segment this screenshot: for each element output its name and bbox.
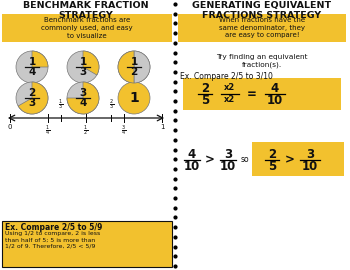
Circle shape <box>67 51 99 83</box>
FancyBboxPatch shape <box>2 14 172 42</box>
Text: =: = <box>247 87 257 100</box>
FancyBboxPatch shape <box>178 14 346 42</box>
Text: x2: x2 <box>224 83 236 93</box>
Text: 3: 3 <box>224 147 232 160</box>
Text: 10: 10 <box>184 160 200 173</box>
Text: 2: 2 <box>268 147 276 160</box>
Text: 1: 1 <box>79 57 87 67</box>
Text: 4: 4 <box>188 147 196 160</box>
Text: 2: 2 <box>201 82 209 94</box>
Circle shape <box>118 51 150 83</box>
Wedge shape <box>32 51 48 67</box>
Text: 1: 1 <box>129 91 139 105</box>
Text: 3: 3 <box>79 67 87 77</box>
Text: Ex. Compare 2/5 to 3/10: Ex. Compare 2/5 to 3/10 <box>180 72 273 81</box>
Wedge shape <box>134 51 150 83</box>
Text: x2: x2 <box>224 96 236 104</box>
Text: 5: 5 <box>201 93 209 106</box>
Text: Benchmark fractions are
commonly used, and easy
to visualize: Benchmark fractions are commonly used, a… <box>41 18 133 39</box>
Circle shape <box>16 82 48 114</box>
Text: GENERATING EQUIVALENT
FRACTIONS STRATEGY: GENERATING EQUIVALENT FRACTIONS STRATEGY <box>193 1 331 21</box>
Text: Ex. Compare 2/5 to 5/9: Ex. Compare 2/5 to 5/9 <box>5 223 102 232</box>
Text: 2: 2 <box>28 88 36 98</box>
Text: 10: 10 <box>302 160 318 173</box>
Text: >: > <box>205 154 215 167</box>
Text: 4: 4 <box>79 98 87 108</box>
Text: 4: 4 <box>271 82 279 94</box>
Text: 0: 0 <box>8 124 12 130</box>
Text: 1: 1 <box>130 57 138 67</box>
Text: BENCHMARK FRACTION
STRATEGY: BENCHMARK FRACTION STRATEGY <box>23 1 149 21</box>
Text: $\frac{1}{3}$: $\frac{1}{3}$ <box>58 98 63 112</box>
Text: 2: 2 <box>130 67 138 77</box>
Text: so: so <box>241 156 249 164</box>
Text: 3: 3 <box>306 147 314 160</box>
Text: 3: 3 <box>28 98 36 108</box>
Text: 1: 1 <box>160 124 164 130</box>
Text: $\frac{1}{4}$: $\frac{1}{4}$ <box>46 124 50 138</box>
Text: 5: 5 <box>268 160 276 173</box>
Wedge shape <box>118 51 134 83</box>
Text: $\frac{3}{4}$: $\frac{3}{4}$ <box>121 124 127 138</box>
Circle shape <box>118 82 150 114</box>
Text: 10: 10 <box>267 93 283 106</box>
Wedge shape <box>83 51 99 75</box>
FancyBboxPatch shape <box>183 78 341 110</box>
Text: 1: 1 <box>28 57 36 67</box>
Circle shape <box>16 51 48 83</box>
Circle shape <box>67 82 99 114</box>
FancyBboxPatch shape <box>2 221 172 267</box>
Text: 3: 3 <box>79 88 87 98</box>
Wedge shape <box>67 82 99 114</box>
Text: $\frac{1}{2}$: $\frac{1}{2}$ <box>83 124 89 138</box>
Text: >: > <box>285 154 295 167</box>
Text: When fractions have the
same denominator, they
are easy to compare!: When fractions have the same denominator… <box>219 18 305 39</box>
Text: 10: 10 <box>220 160 236 173</box>
Text: $\frac{2}{3}$: $\frac{2}{3}$ <box>109 98 114 112</box>
Text: 4: 4 <box>28 67 36 77</box>
Text: Using 1/2 to compare, 2 is less
than half of 5; 5 is more than
1/2 of 9. Therefo: Using 1/2 to compare, 2 is less than hal… <box>5 231 100 249</box>
FancyBboxPatch shape <box>252 142 344 176</box>
Wedge shape <box>18 82 48 114</box>
Text: Try finding an equivalent
fraction(s).: Try finding an equivalent fraction(s). <box>216 54 308 68</box>
